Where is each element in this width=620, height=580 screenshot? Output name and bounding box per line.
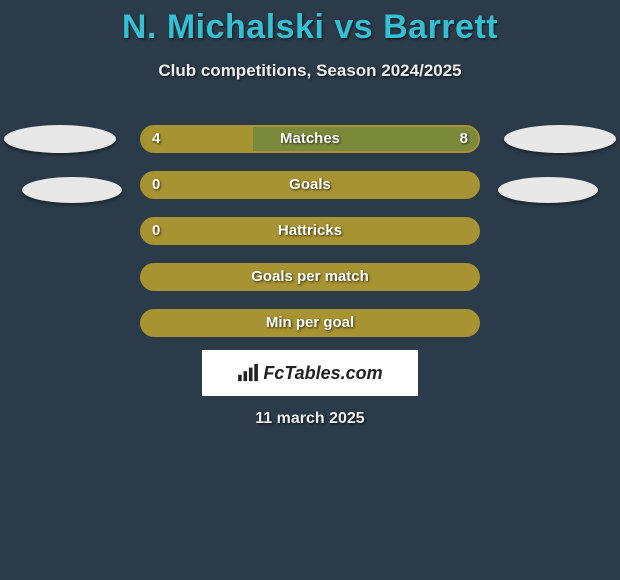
stat-bar-left-value: 4: [152, 127, 160, 151]
player-right-ellipse-1: [504, 125, 616, 153]
page-title: N. Michalski vs Barrett: [0, 0, 620, 47]
stat-bar-left-value: 0: [152, 219, 160, 243]
footer-date: 11 march 2025: [0, 410, 620, 428]
stat-bar: Hattricks0: [140, 217, 480, 245]
branding-logo-text: FcTables.com: [263, 363, 382, 384]
branding-logo-box: FcTables.com: [202, 350, 418, 396]
branding-logo: FcTables.com: [237, 363, 382, 384]
stat-bar: Min per goal: [140, 309, 480, 337]
stat-bar-label: Min per goal: [142, 311, 478, 335]
stat-bar: Goals0: [140, 171, 480, 199]
bar-chart-icon: [237, 364, 259, 382]
stat-bar-right-value: 8: [460, 127, 468, 151]
stat-bar: Matches4 8: [140, 125, 480, 153]
page-subtitle: Club competitions, Season 2024/2025: [0, 61, 620, 81]
stat-bar-label: Goals per match: [142, 265, 478, 289]
stat-bar-label: Goals: [142, 173, 478, 197]
stat-bar-label: Matches: [142, 127, 478, 151]
stat-bar: Goals per match: [140, 263, 480, 291]
stat-bar-label: Hattricks: [142, 219, 478, 243]
comparison-stage: Matches48Goals0Hattricks0Goals per match…: [0, 119, 620, 339]
stat-bar-left-value: 0: [152, 173, 160, 197]
player-right-ellipse-2: [498, 177, 598, 203]
player-left-ellipse-2: [22, 177, 122, 203]
player-left-ellipse-1: [4, 125, 116, 153]
